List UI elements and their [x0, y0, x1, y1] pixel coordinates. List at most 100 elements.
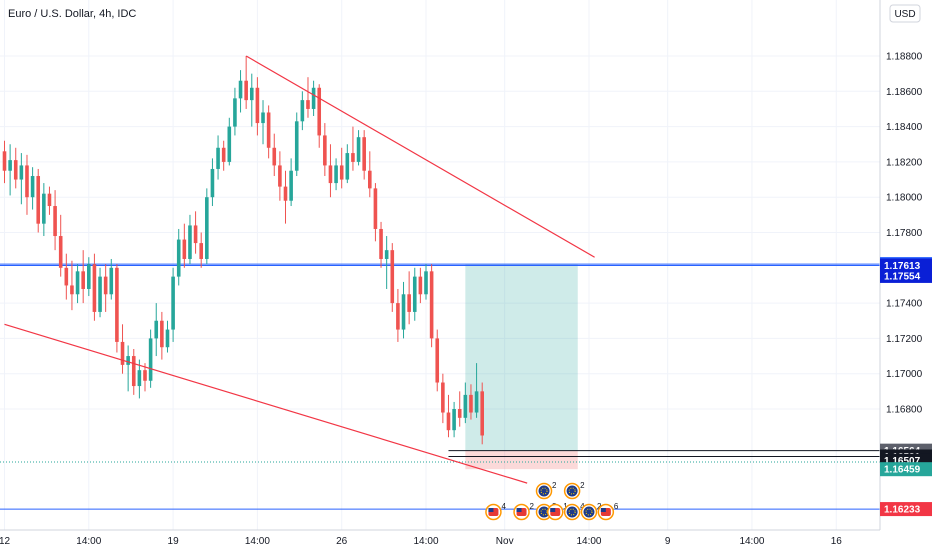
time-tick-label: 9: [665, 536, 671, 547]
price-tag-label: 1.16507: [884, 456, 921, 467]
eu-flag-stars-icon: [568, 487, 576, 495]
candle-body: [452, 409, 456, 431]
price-tag-label: 1.17554: [884, 271, 921, 282]
event-count: 2: [580, 481, 585, 490]
price-tick-label: 1.17000: [886, 369, 923, 380]
candle-body: [30, 176, 35, 198]
event-count: 6: [614, 502, 619, 511]
economic-events[interactable]: 422312426: [485, 481, 619, 521]
eu-flag-field-icon: [538, 506, 550, 518]
candle-body: [188, 225, 192, 259]
candle-body: [345, 153, 350, 180]
candle-body: [64, 267, 69, 286]
time-tick-label: 14:00: [76, 536, 101, 547]
candle-body: [210, 168, 215, 198]
candle-body: [199, 243, 203, 259]
time-tick-label: 14:00: [413, 536, 438, 547]
time-tick-label: 16: [831, 536, 843, 547]
price-tick-label: 1.17400: [886, 299, 923, 310]
price-tag-label: 1.16459: [884, 465, 921, 476]
candle-body: [294, 121, 299, 171]
candle-body: [233, 98, 237, 127]
candle-body: [8, 160, 12, 171]
eu-flag-field-icon: [566, 506, 578, 518]
time-tick-label: 14:00: [245, 536, 270, 547]
eu-flag-field-icon: [566, 485, 578, 497]
price-tick-label: 1.18000: [886, 193, 923, 204]
candle-body: [474, 391, 479, 413]
candle-body: [373, 188, 378, 229]
time-tick-label: 26: [336, 536, 348, 547]
event-count: 2: [597, 502, 602, 511]
candle-body: [126, 356, 130, 365]
price-tick-label: 1.18800: [886, 52, 923, 63]
trendline: [4, 323, 528, 484]
candle-body: [2, 151, 7, 171]
candle-body: [328, 165, 333, 184]
candle-body: [143, 370, 147, 381]
event-count: 4: [501, 502, 506, 511]
eu-flag-stars-icon: [540, 487, 548, 495]
candle-body: [53, 206, 57, 237]
time-tick-label: 14:00: [576, 536, 601, 547]
candle-body: [424, 271, 428, 295]
time-axis[interactable]: [0, 530, 932, 550]
long-position-tool[interactable]: [465, 264, 578, 470]
price-tick-label: 1.18400: [886, 122, 923, 133]
candle-body: [306, 100, 310, 109]
candle-body: [418, 276, 423, 295]
candle-body: [469, 394, 473, 413]
chart-title: Euro / U.S. Dollar, 4h, IDC: [8, 8, 136, 20]
candle-body: [238, 80, 243, 99]
candle-body: [182, 239, 187, 259]
candle-body: [249, 87, 254, 101]
candle-body: [412, 276, 417, 312]
candle-body: [401, 294, 406, 330]
candle-body: [148, 338, 153, 381]
candle-body: [47, 193, 52, 207]
candle-body: [87, 264, 91, 289]
candle-body: [311, 87, 316, 109]
candle-body: [160, 320, 164, 348]
event-count: 4: [580, 502, 585, 511]
price-tick-label: 1.18200: [886, 157, 923, 168]
candle-body: [244, 80, 248, 101]
candle-body: [379, 228, 383, 259]
currency-button[interactable]: USD: [889, 4, 921, 23]
eu-flag-field-icon: [583, 506, 595, 518]
horizontal-levels[interactable]: [0, 263, 880, 510]
currency-label: USD: [894, 9, 915, 20]
trendlines[interactable]: [4, 55, 595, 484]
time-tick-label: 14:00: [739, 536, 764, 547]
price-axis-ticks: 1.18800 1.18600 1.18400 1.18200 1.18000 1.178…: [886, 52, 923, 416]
candle-body: [193, 225, 198, 244]
candle-body: [81, 271, 85, 289]
candle-body: [137, 370, 142, 387]
price-tag-label: 1.16233: [884, 505, 921, 516]
us-flag-canton-icon: [488, 508, 494, 512]
candle-body: [266, 112, 271, 148]
price-tick-label: 1.16800: [886, 405, 923, 416]
candle-body: [176, 239, 181, 277]
price-labels: 1.176211.176131.175541.165641.165311.165…: [880, 257, 932, 517]
candle-body: [435, 338, 440, 383]
candle-body: [19, 165, 24, 180]
candle-body: [154, 320, 159, 339]
trendline: [245, 55, 595, 258]
price-tag: [880, 502, 932, 517]
candle-body: [171, 276, 175, 330]
candle-body: [103, 276, 108, 295]
time-tick-label: Nov: [496, 536, 514, 547]
candle-body: [356, 137, 361, 162]
candle-body: [98, 276, 102, 312]
candle-body: [480, 391, 484, 436]
eu-flag-stars-icon: [568, 508, 576, 516]
candle-body: [165, 329, 170, 348]
candle-body: [283, 186, 288, 201]
event-count: 2: [552, 481, 557, 490]
event-count: 2: [530, 502, 535, 511]
price-tick-label: 1.18600: [886, 87, 923, 98]
candle-body: [227, 126, 232, 162]
time-axis-ticks: 12 14:00 19 14:00 26 14:00 Nov 14:00 9 14:00 16: [0, 536, 842, 547]
